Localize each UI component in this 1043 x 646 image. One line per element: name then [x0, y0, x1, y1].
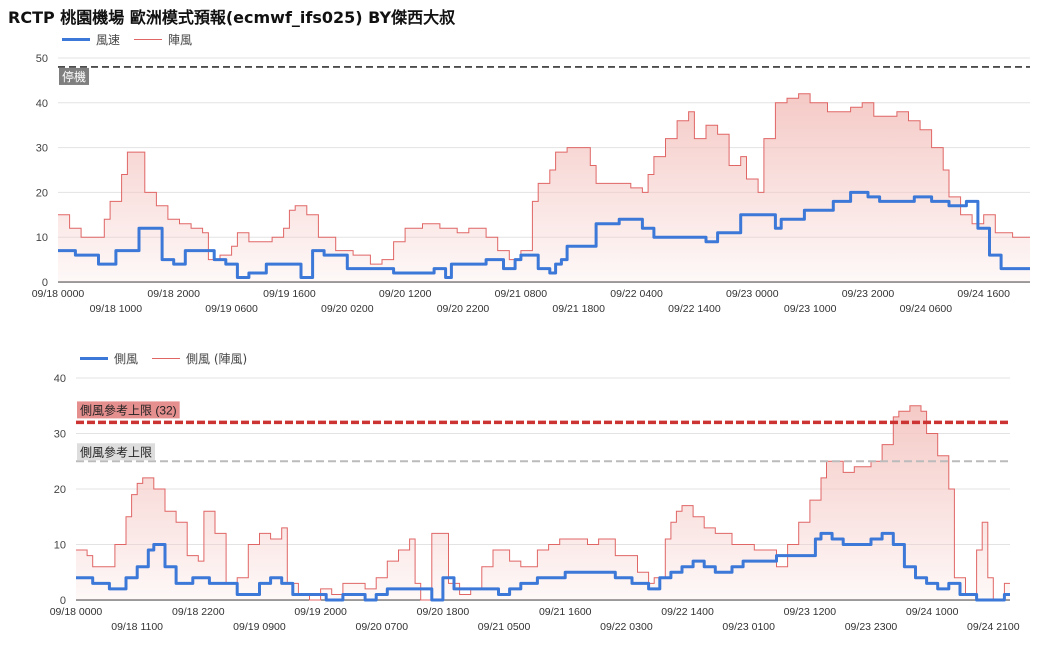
c1-ytick-label: 10 — [36, 232, 48, 244]
c1-xtick-label: 09/21 1800 — [552, 303, 605, 315]
c1-xtick-label: 09/18 2000 — [147, 288, 200, 300]
chart1-legend: 風速 陣風 — [62, 31, 206, 48]
c1-xtick-label: 09/18 1000 — [90, 303, 143, 315]
c2-xtick-label: 09/19 0900 — [233, 621, 286, 633]
c1-xtick-label: 09/22 1400 — [668, 303, 721, 315]
chart2-legend: 側風 側風 (陣風) — [80, 350, 261, 367]
crosswind-ref-label-25: 側風參考上限 — [77, 443, 156, 461]
c2-ytick-label: 10 — [54, 540, 66, 552]
wind-chart: 0 10 20 30 40 50 停機 09/18 0000 09/18 2000 09/19 1… — [32, 53, 1030, 315]
c2-gust-area — [76, 405, 1010, 600]
c2-xtick-label: 09/22 1400 — [661, 606, 714, 618]
legend-item-wind[interactable]: 風速 — [62, 31, 120, 48]
legend-swatch-crosswind — [80, 357, 108, 360]
c2-xtick-label: 09/20 0700 — [355, 621, 408, 633]
crosswind-ref-label-32: 側風參考上限 (32) — [77, 401, 180, 419]
c2-xtick-label: 09/24 1000 — [906, 606, 959, 618]
c1-xtick-label: 09/18 0000 — [32, 288, 85, 300]
c1-xtick-label: 09/23 1000 — [784, 303, 837, 315]
legend-item-crosswind-gust[interactable]: 側風 (陣風) — [152, 350, 247, 367]
c1-xtick-label: 09/22 0400 — [610, 288, 663, 300]
legend-swatch-wind — [62, 38, 90, 41]
c2-ytick-label: 0 — [60, 595, 66, 607]
svg-text:停機: 停機 — [62, 69, 86, 84]
c1-ytick-label: 30 — [36, 143, 48, 155]
c2-xtick-label: 09/23 1200 — [784, 606, 837, 618]
legend-label-gust: 陣風 — [168, 33, 193, 47]
c2-wind-line — [76, 531, 1010, 602]
c2-xtick-label: 09/21 0500 — [478, 621, 531, 633]
c1-xtick-label: 09/24 0600 — [900, 303, 953, 315]
c2-xtick-label: 09/24 2100 — [967, 621, 1020, 633]
svg-text:側風參考上限: 側風參考上限 — [80, 444, 152, 459]
c1-xtick-label: 09/24 1600 — [957, 288, 1010, 300]
c1-ytick-label: 40 — [36, 98, 48, 110]
c2-xtick-label: 09/20 1800 — [417, 606, 470, 618]
legend-label-crosswind-gust: 側風 (陣風) — [186, 352, 248, 366]
c1-xtick-label: 09/19 1600 — [263, 288, 316, 300]
c2-ytick-label: 20 — [54, 484, 66, 496]
legend-swatch-crosswind-gust — [152, 358, 181, 359]
c1-xtick-label: 09/23 2000 — [842, 288, 895, 300]
legend-item-crosswind[interactable]: 側風 — [80, 350, 138, 367]
c1-xtick-label: 09/20 2200 — [437, 303, 490, 315]
legend-swatch-gust — [134, 39, 163, 40]
c1-gust-area — [58, 93, 1030, 282]
c2-xtick-label: 09/18 0000 — [50, 606, 103, 618]
c2-xtick-label: 09/22 0300 — [600, 621, 653, 633]
svg-text:側風參考上限 (32): 側風參考上限 (32) — [80, 402, 177, 417]
c2-xtick-label: 09/23 0100 — [722, 621, 775, 633]
c1-wind-line — [58, 190, 1030, 279]
c1-ytick-label: 0 — [42, 277, 48, 289]
c2-ytick-label: 40 — [54, 373, 66, 385]
c1-xtick-label: 09/20 0200 — [321, 303, 374, 315]
c1-xtick-label: 09/21 0800 — [495, 288, 548, 300]
c2-gust-line — [76, 405, 1010, 601]
legend-label-wind: 風速 — [96, 33, 121, 47]
legend-label-crosswind: 側風 — [114, 352, 139, 366]
c1-ytick-label: 20 — [36, 187, 48, 199]
page-title: RCTP 桃園機場 歐洲模式預報(ecmwf_ifs025) BY傑西大叔 — [8, 8, 456, 27]
c1-xtick-label: 09/23 0000 — [726, 288, 779, 300]
legend-item-gust[interactable]: 陣風 — [134, 31, 192, 48]
stop-threshold-label: 停機 — [59, 67, 90, 85]
c2-xtick-label: 09/18 1100 — [111, 621, 163, 633]
c1-xtick-label: 09/20 1200 — [379, 288, 432, 300]
c2-xtick-label: 09/19 2000 — [294, 606, 347, 618]
c2-ytick-label: 30 — [54, 429, 66, 441]
c2-xtick-label: 09/18 2200 — [172, 606, 225, 618]
c2-xtick-label: 09/23 2300 — [845, 621, 898, 633]
c1-ytick-label: 50 — [36, 53, 48, 65]
c2-xtick-label: 09/21 1600 — [539, 606, 592, 618]
c1-xtick-label: 09/19 0600 — [205, 303, 258, 315]
